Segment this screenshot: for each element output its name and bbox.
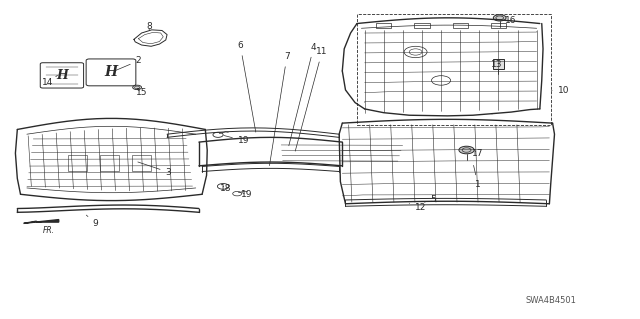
Text: 9: 9 (86, 215, 99, 228)
Bar (68, 155, 88, 171)
Bar (491, 23, 506, 28)
Text: 17: 17 (472, 149, 484, 158)
Bar (100, 155, 119, 171)
Text: 19: 19 (224, 136, 250, 145)
Text: 13: 13 (492, 60, 503, 69)
Text: 14: 14 (42, 75, 58, 87)
Circle shape (459, 146, 474, 154)
Text: 3: 3 (138, 162, 172, 177)
Text: 19: 19 (241, 190, 252, 199)
Text: 11: 11 (295, 48, 328, 151)
Text: H: H (104, 65, 118, 79)
Circle shape (493, 15, 506, 21)
Polygon shape (24, 219, 59, 223)
Bar (376, 23, 392, 28)
Text: H: H (56, 69, 68, 82)
Bar (452, 23, 468, 28)
Text: 7: 7 (269, 52, 290, 166)
Bar (357, 14, 551, 125)
Text: 8: 8 (147, 22, 152, 31)
Text: 10: 10 (551, 86, 569, 95)
Text: 12: 12 (409, 203, 426, 212)
Bar (414, 23, 429, 28)
Text: 1: 1 (474, 165, 481, 189)
Text: 5: 5 (424, 195, 436, 204)
Text: 15: 15 (136, 88, 147, 97)
Text: 2: 2 (115, 56, 141, 70)
Text: 18: 18 (220, 184, 232, 193)
Text: FR.: FR. (43, 226, 55, 235)
Bar (493, 59, 504, 69)
Text: 16: 16 (506, 16, 517, 25)
Text: SWA4B4501: SWA4B4501 (525, 296, 576, 305)
Bar (132, 155, 151, 171)
Circle shape (132, 85, 141, 90)
Text: 6: 6 (237, 41, 256, 132)
Text: 4: 4 (289, 43, 316, 146)
